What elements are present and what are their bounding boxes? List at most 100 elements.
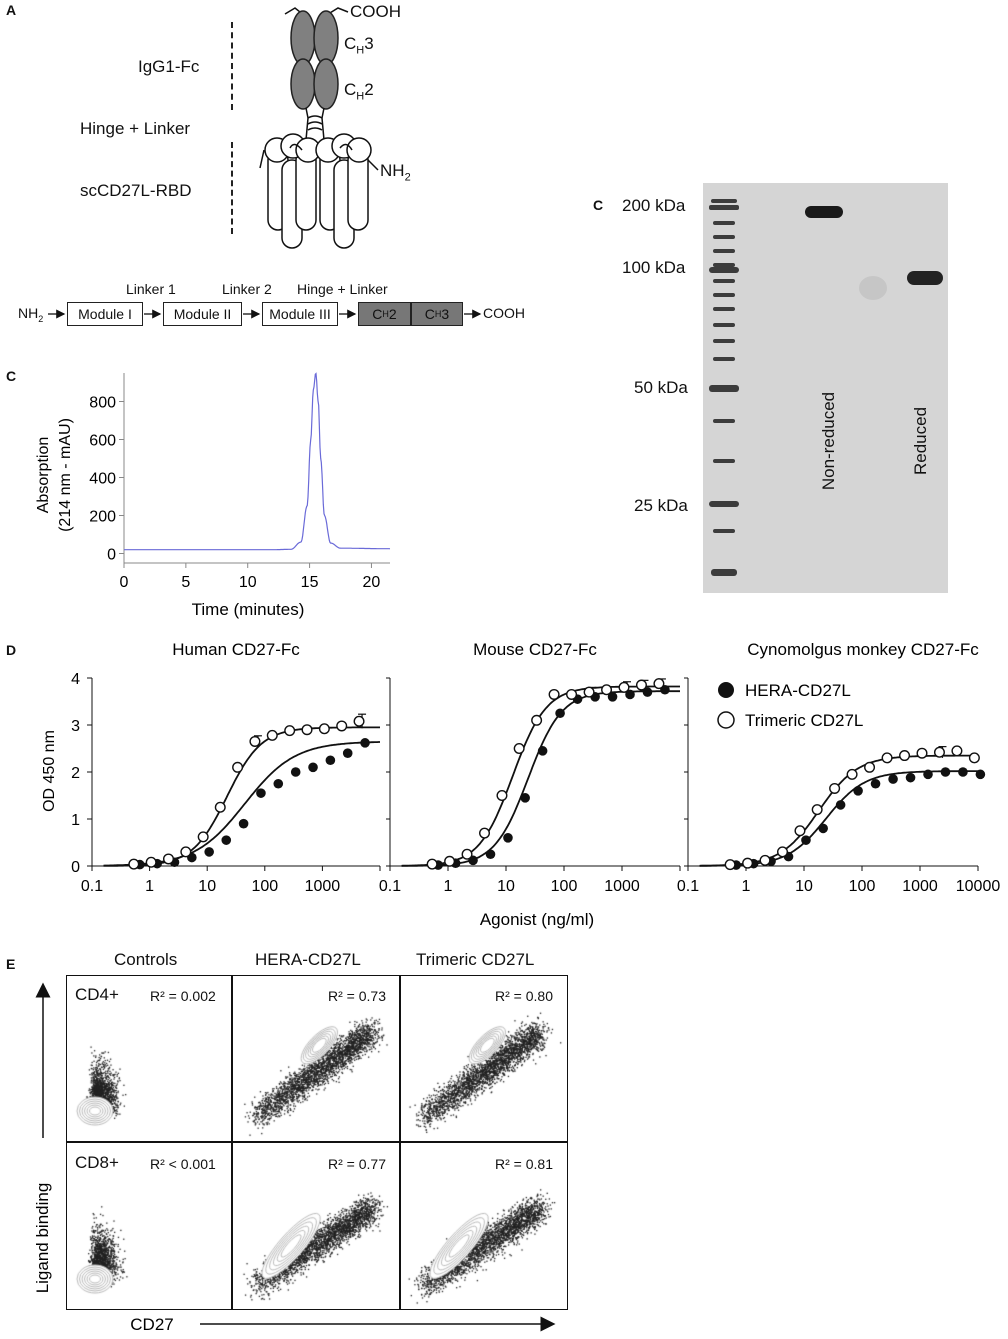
data-point-trimeric xyxy=(301,724,313,736)
legend-label-hera: HERA-CD27L xyxy=(745,681,851,700)
linker-1-label: Linker 1 xyxy=(126,281,176,297)
data-point-hera xyxy=(642,687,653,697)
data-point-trimeric xyxy=(444,855,456,867)
elisa-xtick-label: 10000 xyxy=(956,878,1001,895)
fit-curve-trimeric xyxy=(103,726,380,867)
elisa-xlabel: Agonist (ng/ml) xyxy=(480,910,594,929)
data-point-hera xyxy=(221,835,232,845)
data-point-trimeric xyxy=(284,725,296,737)
elisa-subplot-title: Cynomolgus monkey CD27-Fc xyxy=(747,640,979,659)
data-point-trimeric xyxy=(353,715,365,727)
data-point-hera xyxy=(853,786,863,796)
chrom-ytick-label: 0 xyxy=(107,547,116,564)
panel-label-a: A xyxy=(6,2,17,18)
rbd-trimer-left xyxy=(259,133,321,249)
data-point-hera xyxy=(870,778,881,789)
region-label-hinge-linker: Hinge + Linker xyxy=(80,119,191,138)
marker-50-kda: 50 kDa xyxy=(634,378,688,397)
data-point-trimeric xyxy=(653,678,665,690)
chrom-xtick-label: 15 xyxy=(301,574,319,591)
data-point-hera xyxy=(888,774,898,784)
band-faint xyxy=(859,276,887,300)
chromatogram-chart: 0 200 400 600 800 0 5 10 15 20 Absorption (214 nm… xyxy=(35,372,391,619)
row-label-cd8: CD8+ xyxy=(75,1153,119,1172)
data-point-hera xyxy=(940,767,951,777)
legend-marker-hera xyxy=(718,682,734,698)
elisa-xtick-label: 1000 xyxy=(604,878,640,895)
data-point-hera xyxy=(238,818,249,829)
elisa-subplot-title: Human CD27-Fc xyxy=(172,640,300,659)
data-point-hera xyxy=(607,692,618,702)
lane-label-non-reduced: Non-reduced xyxy=(819,391,838,491)
data-point-trimeric xyxy=(899,750,911,762)
r2-cd8-controls: R² < 0.001 xyxy=(150,1156,216,1172)
elisa-binding-chart: Human CD27-Fc 0 1 2 3 4 0.1 1 10 100 1000 Mouse CD2… xyxy=(41,640,1001,929)
row-label-cd4: CD4+ xyxy=(75,985,119,1004)
data-point-trimeric xyxy=(336,720,348,732)
elisa-xtick-label: 1 xyxy=(444,878,453,895)
r2-cd4-hera: R² = 0.73 xyxy=(328,988,386,1004)
data-point-trimeric xyxy=(724,859,736,871)
data-point-trimeric xyxy=(548,688,560,700)
elisa-xtick-label: 10 xyxy=(795,878,813,895)
elisa-xtick-label: 1 xyxy=(145,878,154,895)
chrom-xlabel: Time (minutes) xyxy=(192,600,305,619)
flow-cd4-controls xyxy=(66,975,232,1142)
hinge-region xyxy=(305,107,325,141)
fit-curve-hera xyxy=(103,741,380,867)
elisa-ylabel: OD 450 nm xyxy=(41,730,58,812)
data-point-trimeric xyxy=(601,684,613,696)
data-point-trimeric xyxy=(829,782,841,794)
flow-density-cd8-trimeric xyxy=(401,1143,567,1309)
col-title-trimeric: Trimeric CD27L xyxy=(416,950,535,969)
data-point-hera xyxy=(325,755,336,766)
elisa-xtick-label: 10 xyxy=(497,878,515,895)
data-point-hera xyxy=(625,689,635,700)
data-point-trimeric xyxy=(759,854,771,866)
chrom-xtick-label: 0 xyxy=(120,574,129,591)
panel-label-d: D xyxy=(6,642,17,658)
region-label-sccd27l-rbd: scCD27L-RBD xyxy=(80,181,192,200)
elisa-xtick-label: 100 xyxy=(251,878,278,895)
elisa-ytick-label: 2 xyxy=(71,765,80,782)
band-non-reduced xyxy=(805,206,843,218)
region-label-igg1-fc: IgG1-Fc xyxy=(138,57,200,76)
data-point-trimeric xyxy=(811,804,823,816)
data-point-hera xyxy=(818,823,828,834)
data-point-hera xyxy=(520,793,530,803)
gel-background xyxy=(703,183,948,593)
marker-200-kda: 200 kDa xyxy=(622,196,686,215)
data-point-trimeric xyxy=(583,686,595,698)
module-3-box: Module III xyxy=(262,302,338,326)
data-point-trimeric xyxy=(197,831,209,843)
elisa-ytick-label: 4 xyxy=(71,671,80,688)
rbd-trimer-right xyxy=(315,133,379,249)
data-point-trimeric xyxy=(566,688,578,700)
data-point-trimeric xyxy=(266,729,278,741)
flow-cd8-trimeric xyxy=(400,1142,568,1310)
elisa-xtick-label: 1000 xyxy=(305,878,341,895)
chrom-trace xyxy=(124,372,391,551)
chrom-xtick-label: 20 xyxy=(363,574,381,591)
data-point-trimeric xyxy=(461,848,473,860)
r2-cd4-controls: R² = 0.002 xyxy=(150,988,216,1004)
data-point-trimeric xyxy=(846,768,858,780)
data-point-trimeric xyxy=(777,846,789,858)
fit-curve-trimeric xyxy=(401,685,680,867)
flow-density-cd8-controls xyxy=(67,1143,231,1309)
cooh-label: COOH xyxy=(350,2,401,21)
flow-density-cd4-trimeric xyxy=(401,976,567,1141)
elisa-xtick-label: 0.1 xyxy=(677,878,699,895)
linker-2-label: Linker 2 xyxy=(222,281,272,297)
data-point-trimeric xyxy=(864,761,876,773)
chrom-ylabel-line2: (214 nm - mAU) xyxy=(57,418,74,532)
data-point-trimeric xyxy=(968,752,980,764)
construct-nh2-label: NH2 xyxy=(18,305,44,324)
flow-cd4-hera xyxy=(232,975,400,1142)
flow-axes-arrows: Ligand binding CD27 xyxy=(33,982,556,1334)
data-point-hera xyxy=(555,708,565,719)
region-bracket-lower xyxy=(231,142,233,234)
panel-label-e: E xyxy=(6,956,16,972)
data-point-hera xyxy=(308,762,318,773)
